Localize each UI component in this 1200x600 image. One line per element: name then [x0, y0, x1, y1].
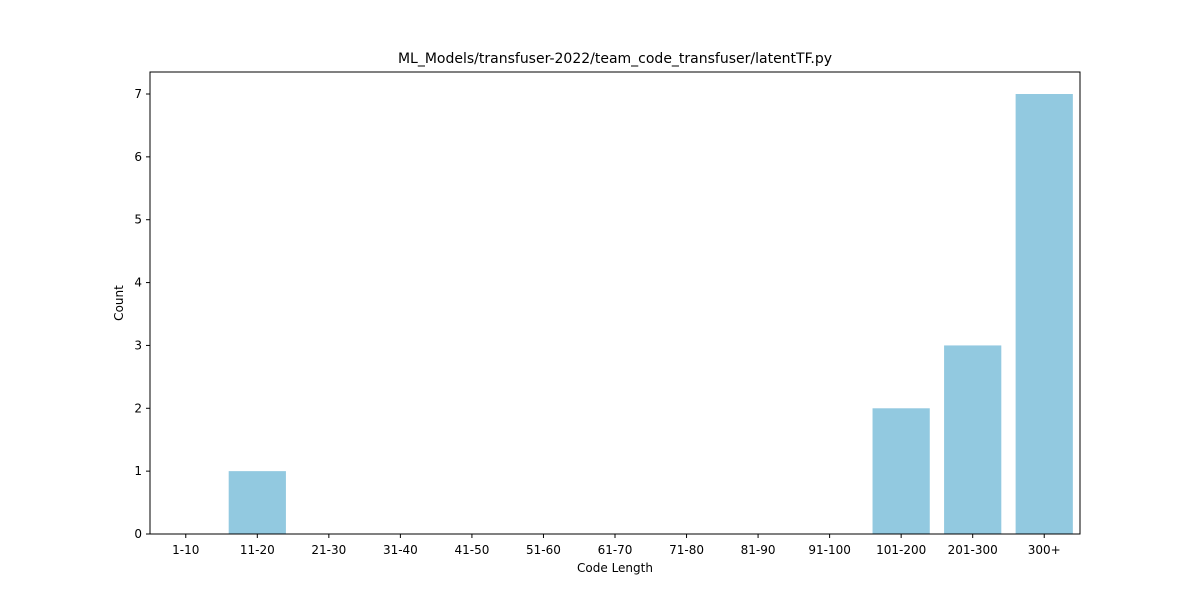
x-tick-label: 300+ [1028, 543, 1061, 557]
x-tick-label: 1-10 [172, 543, 199, 557]
y-tick-label: 1 [134, 464, 142, 478]
bar-201-300 [944, 345, 1002, 534]
bar-101-200 [872, 408, 930, 534]
x-tick-label: 91-100 [808, 543, 851, 557]
x-tick-label: 81-90 [741, 543, 776, 557]
bar-11-20 [228, 471, 286, 534]
y-tick-label: 7 [134, 87, 142, 101]
x-tick-label: 31-40 [383, 543, 418, 557]
x-tick-label: 201-300 [948, 543, 998, 557]
chart-title: ML_Models/transfuser-2022/team_code_tran… [398, 51, 832, 67]
y-axis-label: Count [112, 285, 126, 321]
y-tick-label: 4 [134, 276, 142, 290]
y-tick-label: 6 [134, 150, 142, 164]
y-axis-ticks: 0 1 2 3 4 5 6 7 [134, 87, 150, 541]
x-tick-label: 11-20 [240, 543, 275, 557]
x-axis-ticks: 1-10 11-20 21-30 31-40 41-50 51-60 61-70 71-80 8… [172, 534, 1061, 557]
x-tick-label: 71-80 [669, 543, 704, 557]
x-tick-label: 51-60 [526, 543, 561, 557]
y-tick-label: 2 [134, 401, 142, 415]
x-tick-label: 21-30 [311, 543, 346, 557]
x-tick-label: 61-70 [598, 543, 633, 557]
x-tick-label: 41-50 [454, 543, 489, 557]
bars-layer [228, 94, 1073, 534]
y-tick-label: 3 [134, 338, 142, 352]
plot-frame [149, 71, 1081, 535]
bar-300+ [1015, 94, 1073, 534]
y-tick-label: 0 [134, 527, 142, 541]
x-axis-label: Code Length [577, 561, 653, 575]
x-tick-label: 101-200 [876, 543, 926, 557]
y-tick-label: 5 [134, 213, 142, 227]
